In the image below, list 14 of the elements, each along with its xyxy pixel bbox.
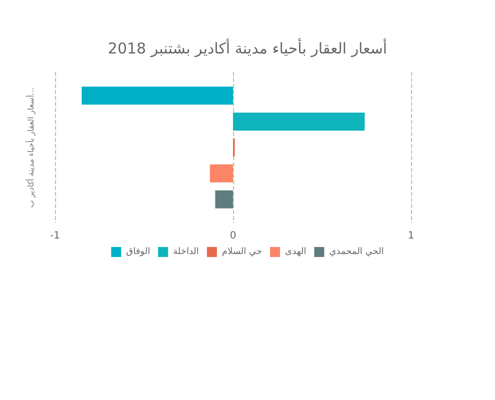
legend-label: الوفاق <box>126 247 150 257</box>
bar <box>82 86 233 105</box>
legend-label: الداخلة <box>173 247 199 257</box>
bar <box>233 112 365 131</box>
x-tick-label: -1 <box>50 230 60 242</box>
bar <box>215 190 233 208</box>
y-axis-title: أسعار العقار بأحياء مدينة أكادير ب... <box>24 87 36 208</box>
x-tick-label: 1 <box>408 230 414 242</box>
legend-label: الحي المحمدي <box>329 247 384 257</box>
bar <box>210 164 233 182</box>
legend-label: الهدى <box>285 247 306 257</box>
x-tick-label: 0 <box>230 230 236 242</box>
chart-title: أسعار العقار بأحياء مدينة أكادير بشتنبر 2018 <box>108 38 388 58</box>
legend-label: حي السلام <box>222 247 262 257</box>
